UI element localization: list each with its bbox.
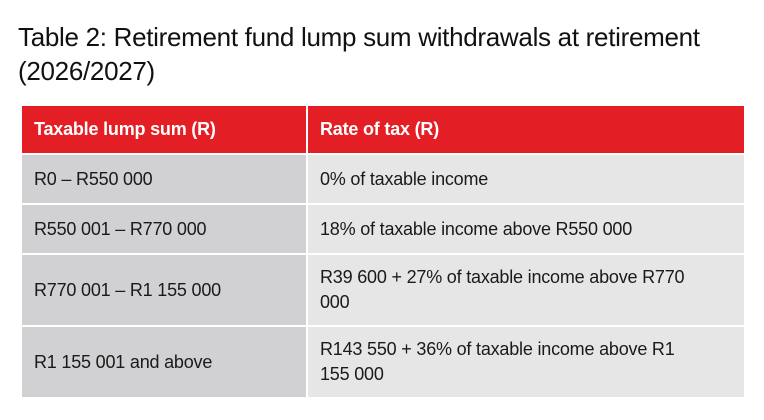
header-cell: Taxable lump sum (R): [20, 104, 308, 155]
table-cell: R143 550 + 36% of taxable income above R…: [306, 325, 746, 399]
cell-text: R0 – R550 000: [34, 168, 153, 189]
table-cell: 0% of taxable income: [306, 153, 746, 205]
cell-text: R39 600 + 27% of taxable income above R7…: [320, 267, 685, 312]
table-cell: R39 600 + 27% of taxable income above R7…: [306, 253, 746, 327]
cell-text: R550 001 – R770 000: [34, 218, 207, 239]
title: Table 2: Retirement fund lump sum withdr…: [18, 22, 700, 86]
table-cell: 18% of taxable income above R550 000: [306, 203, 746, 255]
table-cell: R1 155 001 and above: [20, 325, 308, 399]
tax-table: Taxable lump sum (R) Rate of tax (R) R0 …: [20, 104, 746, 399]
table-row: R770 001 – R1 155 000 R39 600 + 27% of ta…: [20, 253, 746, 327]
table-cell: R770 001 – R1 155 000: [20, 253, 308, 327]
table-row: R1 155 001 and above R143 550 + 36% of ta…: [20, 325, 746, 399]
table-cell: R550 001 – R770 000: [20, 203, 308, 255]
cell-text: 0% of taxable income: [320, 168, 489, 189]
table-cell: R0 – R550 000: [20, 153, 308, 205]
cell-text: R143 550 + 36% of taxable income above R…: [320, 339, 675, 384]
table-body: R0 – R550 000 0% of taxable income R550 00…: [20, 153, 746, 399]
header-row: Taxable lump sum (R) Rate of tax (R): [20, 104, 746, 155]
cell-text: 18% of taxable income above R550 000: [320, 218, 633, 239]
table-row: R550 001 – R770 000 18% of taxable income…: [20, 203, 746, 255]
cell-text: R1 155 001 and above: [34, 351, 213, 372]
table-row: R0 – R550 000 0% of taxable income: [20, 153, 746, 205]
cell-text: R770 001 – R1 155 000: [34, 279, 221, 300]
header-cell: Rate of tax (R): [306, 104, 746, 155]
table-header: Taxable lump sum (R) Rate of tax (R): [20, 104, 746, 155]
